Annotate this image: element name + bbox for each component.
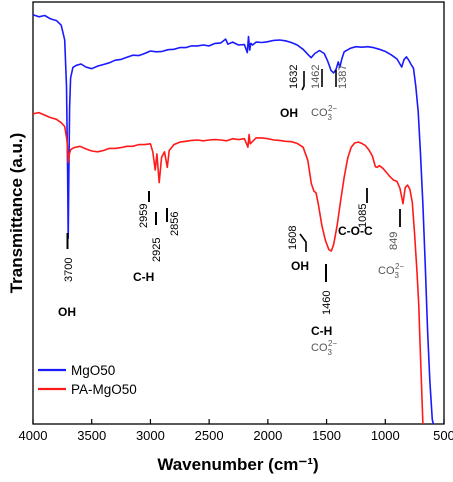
x-axis-title: Wavenumber (cm⁻¹) <box>157 455 318 474</box>
x-tick-label: 3500 <box>77 428 106 443</box>
co3-base: CO <box>311 342 328 354</box>
legend: MgO50 PA-MgO50 <box>38 363 137 397</box>
label-1462: 1462 <box>310 65 322 89</box>
series-line-mgo50 <box>32 13 435 425</box>
group-label-co3-mgo: CO32− <box>311 104 337 122</box>
x-tick-label: 4000 <box>19 428 48 443</box>
legend-label-pa-mgo50: PA-MgO50 <box>71 382 137 397</box>
label-1632: 1632 <box>288 65 300 89</box>
co3-superscript: 2− <box>328 339 337 348</box>
co3-base: CO <box>311 107 328 119</box>
plot-frame <box>32 1 445 425</box>
legend-label-mgo50: MgO50 <box>71 363 115 378</box>
label-1085: 1085 <box>357 204 369 228</box>
x-tick-label: 3000 <box>136 428 165 443</box>
series-lines <box>32 13 435 425</box>
group-label-oh-1608: OH <box>291 259 309 273</box>
label-1608: 1608 <box>287 226 299 250</box>
y-axis-title: Transmittance (a.u.) <box>7 133 26 294</box>
co3-base: CO <box>378 265 395 277</box>
label-1460: 1460 <box>321 291 333 315</box>
x-tick-label: 1000 <box>371 428 400 443</box>
x-tick-label: 2500 <box>195 428 224 443</box>
label-3700: 3700 <box>63 258 75 282</box>
label-2925: 2925 <box>151 238 163 262</box>
marker-1632 <box>301 71 305 91</box>
marker-1608 <box>299 233 307 252</box>
x-tick-label: 2000 <box>253 428 282 443</box>
group-label-coc: C-O-C <box>338 224 373 238</box>
co3-subscript: 3 <box>328 113 333 122</box>
series-line-pa-mgo50 <box>32 111 424 425</box>
group-label-ch-1460: C-H <box>311 324 332 338</box>
co3-subscript: 3 <box>328 348 333 357</box>
label-2856: 2856 <box>169 212 181 236</box>
x-tick-label: 500 <box>433 428 453 443</box>
co3-superscript: 2− <box>328 104 337 113</box>
group-label-oh-1632: OH <box>280 106 298 120</box>
co3-subscript: 3 <box>395 271 400 280</box>
x-ticks: 4000 3500 3000 2500 2000 1500 1000 500 <box>19 419 453 443</box>
co3-superscript: 2− <box>395 262 404 271</box>
label-2959: 2959 <box>138 204 150 228</box>
group-label-co3-1460: CO32− <box>311 339 337 357</box>
group-label-oh-3700: OH <box>58 305 76 319</box>
label-849: 849 <box>388 232 400 250</box>
label-1387: 1387 <box>337 65 349 89</box>
group-label-co3-849: CO32− <box>378 262 404 280</box>
group-label-ch-aliphatic: C-H <box>133 270 154 284</box>
x-tick-label: 1500 <box>312 428 341 443</box>
